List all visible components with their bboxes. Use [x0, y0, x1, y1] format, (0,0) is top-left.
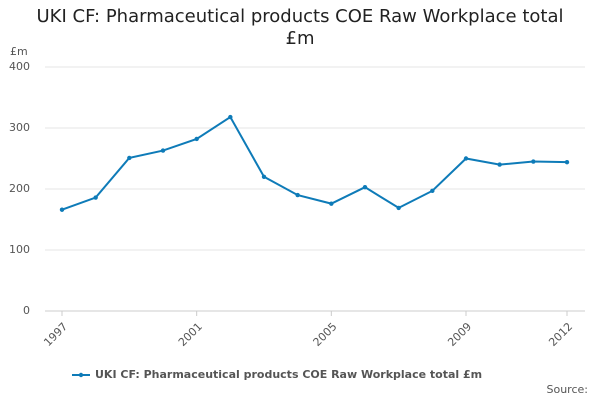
point	[59, 207, 65, 212]
line	[61, 115, 568, 211]
point	[396, 205, 401, 211]
point	[329, 201, 334, 206]
y-tick-label: 400	[9, 60, 30, 73]
point	[261, 174, 267, 179]
y-tick-label: 300	[9, 121, 30, 134]
point	[160, 148, 166, 153]
source: Source:	[547, 383, 589, 396]
point	[228, 114, 233, 120]
point	[295, 192, 300, 198]
x-tick-label: 2012	[546, 320, 575, 349]
point	[497, 162, 502, 167]
legend-label: UKI CF: Pharmaceutical products COE Raw …	[95, 368, 482, 381]
point	[531, 159, 536, 164]
x-tick-label: 2009	[445, 320, 474, 349]
point	[463, 156, 469, 161]
y-tick-label: 100	[9, 243, 30, 256]
point	[93, 195, 98, 200]
point	[430, 188, 435, 194]
x-tick-label: 2001	[176, 320, 205, 349]
chart-title: UKI CF: Pharmaceutical products COE Raw …	[36, 6, 564, 49]
x-tick-label: 1997	[41, 320, 70, 349]
y-tick-label: 0	[23, 304, 30, 317]
x-tick-label: 2005	[311, 320, 340, 349]
y-axis-label: £m	[10, 45, 28, 58]
point	[194, 136, 199, 142]
legend-marker	[78, 372, 84, 378]
point	[362, 184, 368, 190]
point	[564, 159, 570, 165]
y-tick-label: 200	[9, 182, 30, 195]
point	[127, 155, 132, 161]
